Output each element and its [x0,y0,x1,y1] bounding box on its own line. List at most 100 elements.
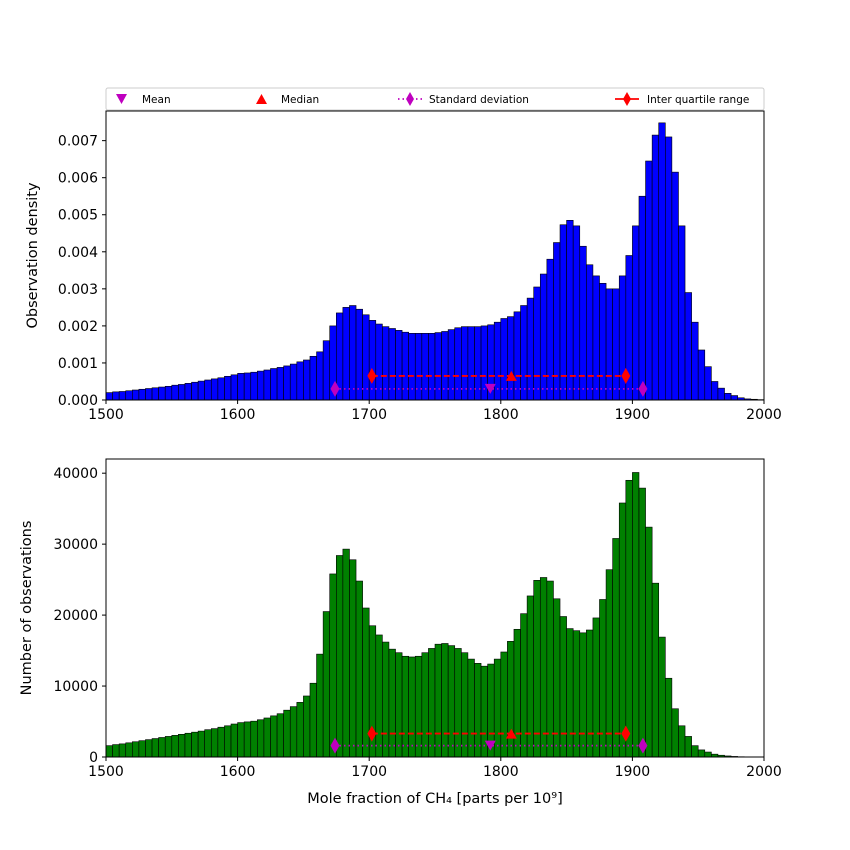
density-bar [454,327,462,400]
count-bar [112,744,120,757]
density-bar [309,355,317,400]
count-y-tick-label: 20000 [53,608,98,624]
count-bar [697,749,706,757]
count-bar [539,577,548,757]
density-bar [559,224,567,400]
count-bar [500,651,508,757]
count-bar [118,743,127,757]
density-bar [197,380,205,400]
density-bar [138,388,146,400]
density-y-axis: 0.000 0.001 0.002 0.003 0.004 0.005 0.006 0.007 [58,134,106,409]
density-bar [507,316,515,400]
count-y-axis-label: Number of observations [19,521,35,696]
count-bar [316,653,324,757]
legend-label-iqr: Inter quartile range [647,94,749,106]
density-bar [704,366,712,400]
count-bar [664,677,673,757]
count-bar [349,559,357,757]
count-bar [171,735,179,757]
std-marker-icon [406,92,414,106]
count-bar [204,729,212,757]
count-mean-marker [484,740,496,751]
count-bar [382,641,390,757]
density-bar [257,370,265,400]
count-bar [257,719,265,757]
density-bar [632,225,640,400]
count-bar [474,663,482,757]
count-bar [237,722,245,757]
count-stats [330,725,648,754]
density-bar [132,389,140,400]
count-bar [197,730,205,757]
count-bar [658,636,666,757]
legend-entry-median: Median [256,94,319,106]
count-bar [461,652,469,757]
iqr-marker-icon [623,92,631,106]
density-bar [645,160,653,400]
density-bars [106,122,764,400]
count-x-tick-label: 1700 [351,764,387,780]
count-bar [632,472,640,757]
count-bar [263,717,271,757]
count-iqr-low-marker [367,725,377,742]
density-bar [546,258,554,400]
count-bar [375,634,383,757]
density-bar [612,288,620,400]
density-bar [678,225,686,400]
count-bar [329,573,337,757]
count-bar [691,745,699,757]
density-bar [145,388,153,400]
density-y-tick-label: 0.006 [58,171,98,187]
count-bar [592,617,600,757]
count-x-tick-label: 1800 [483,764,519,780]
density-std-high-marker [638,380,648,397]
legend-label-std: Standard deviation [429,94,529,106]
density-bar [421,333,429,400]
density-bar [414,333,423,400]
density-bar [408,333,416,400]
count-x-tick-label: 1600 [220,764,256,780]
density-bar [651,134,660,400]
count-bar [303,695,311,757]
count-bar [493,658,502,757]
density-x-tick-label: 1800 [483,407,519,423]
density-iqr-low-marker [367,367,377,384]
density-bar [533,286,541,400]
count-bar [559,616,567,757]
count-bar [671,708,679,757]
legend-label-mean: Mean [142,94,171,106]
density-mean-marker [484,383,496,394]
density-bar [428,333,436,400]
count-bar [467,658,475,757]
density-bar [592,275,600,400]
density-bar [526,297,534,400]
count-median-marker [505,728,517,739]
count-bar [283,709,291,757]
count-bar [401,655,409,757]
density-bar [204,379,212,400]
count-y-tick-label: 40000 [53,466,98,482]
density-bar [724,393,732,400]
density-bar [316,351,324,400]
count-bar [335,555,344,757]
count-x-tick-label: 1500 [88,764,124,780]
density-y-tick-label: 0.007 [58,134,98,150]
density-bar [151,387,159,400]
count-bar [618,502,627,757]
density-std-low-marker [330,380,340,397]
count-bar [132,741,140,757]
density-bar [671,171,679,400]
count-bar [638,487,646,757]
density-bar [263,369,271,400]
density-bar [513,311,521,400]
count-bar [243,721,252,757]
count-bar [178,733,186,757]
density-bar [270,368,278,400]
density-bar [368,320,377,400]
density-bar [638,195,646,400]
density-x-tick-label: 1700 [351,407,387,423]
density-bar [250,371,258,400]
count-bar [651,582,660,757]
count-chart: 1500 1600 1700 1800 1900 2000 0 10000 20000 3000… [19,458,782,807]
